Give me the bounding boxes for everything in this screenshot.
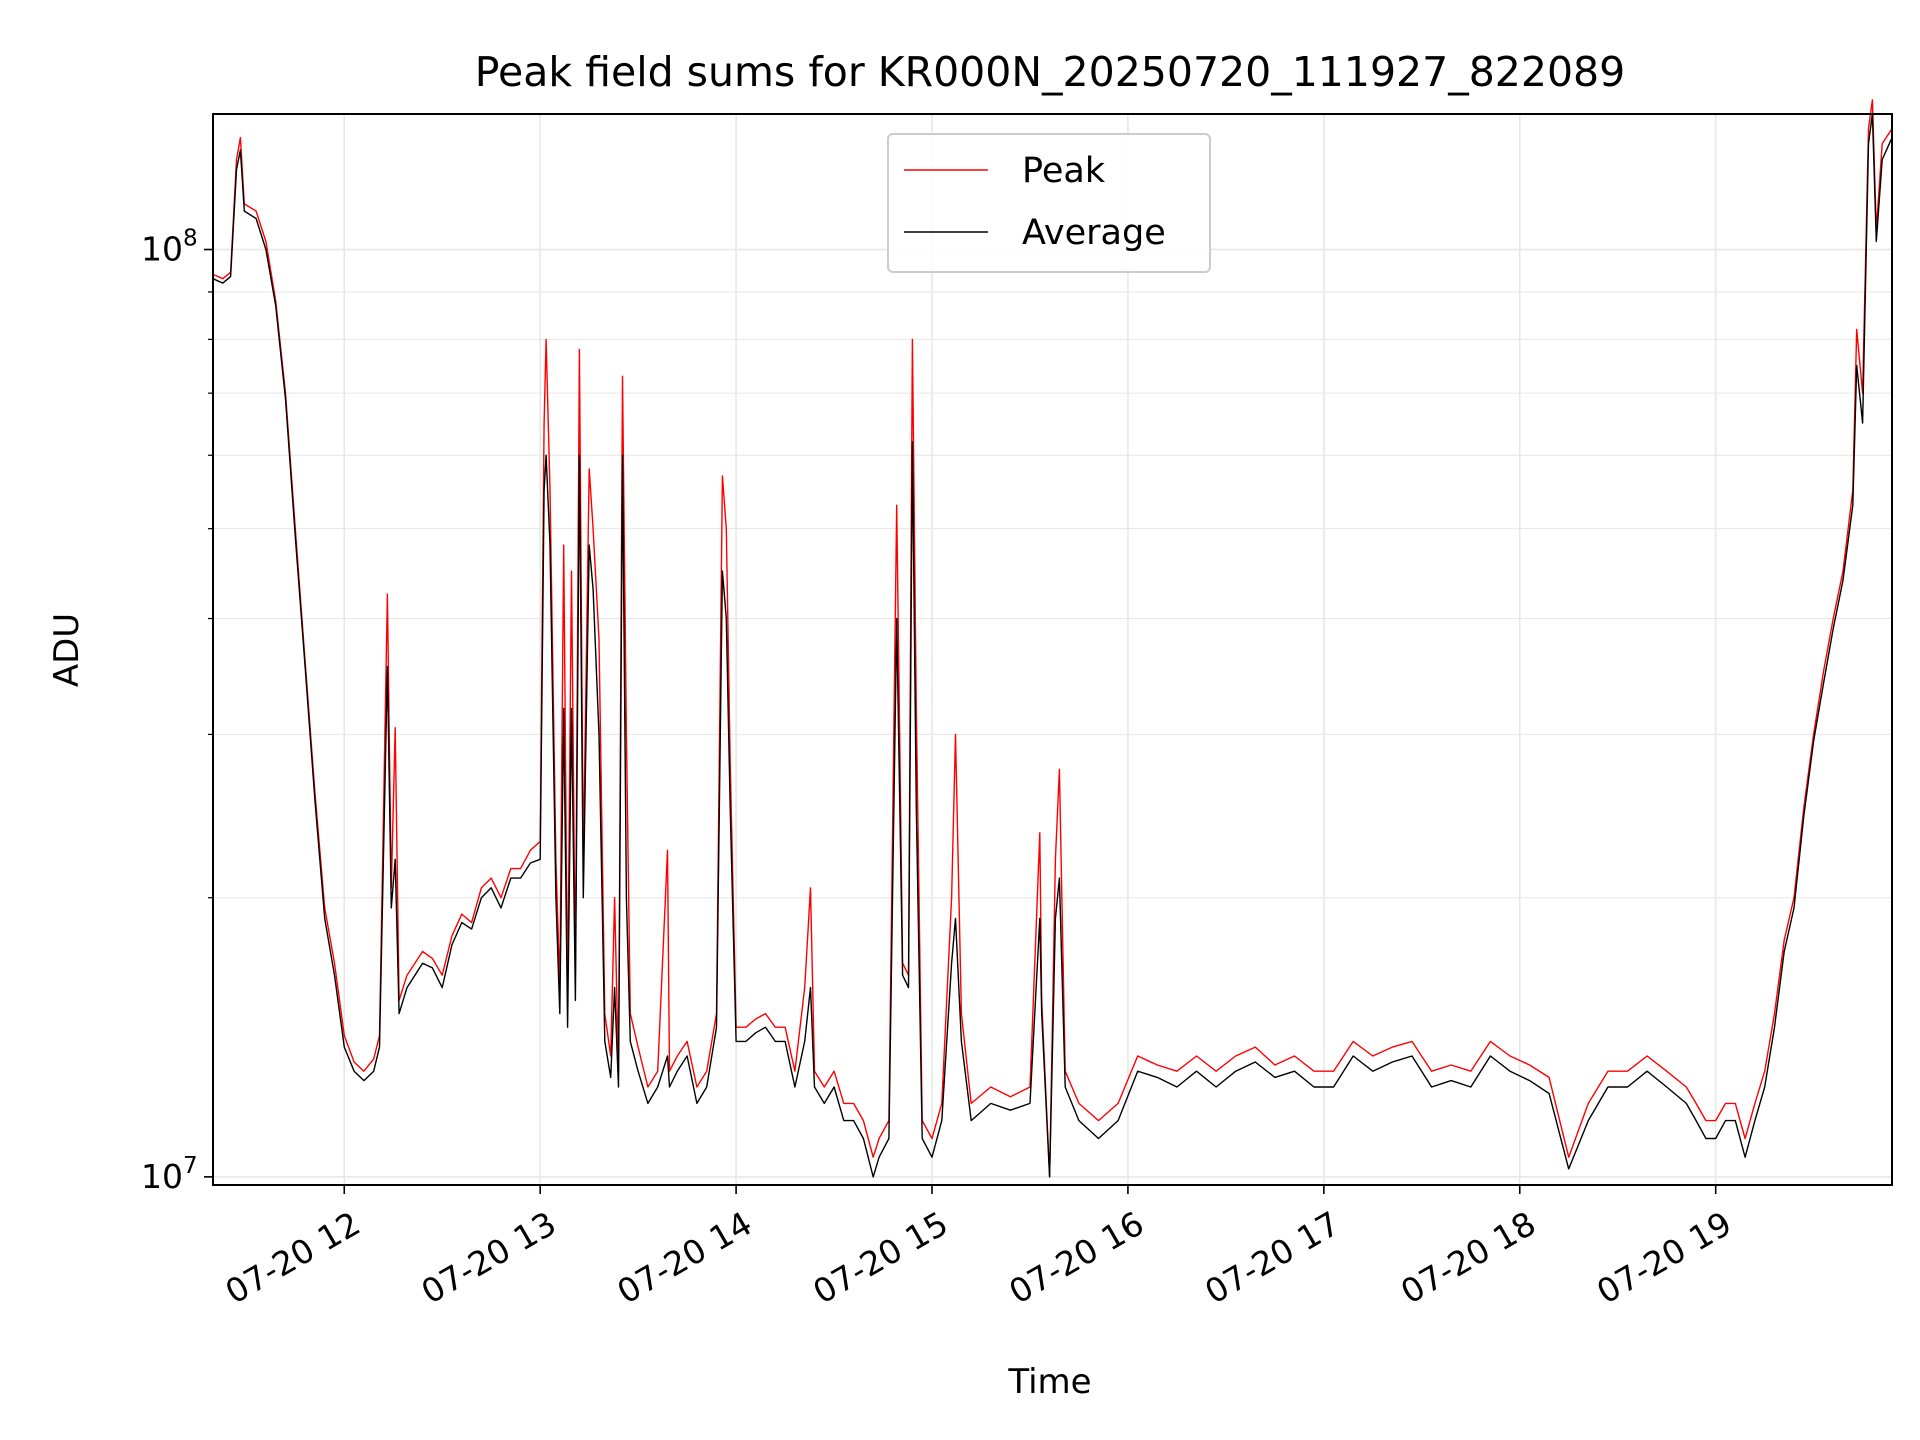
y-tick-label: 10 xyxy=(141,230,183,269)
series-line-peak xyxy=(212,99,1893,1178)
legend-box xyxy=(887,133,1211,273)
legend: Peak Average xyxy=(887,133,1211,273)
y-tick-exponent: 8 xyxy=(183,226,198,252)
x-axis-title: Time xyxy=(1007,1362,1091,1402)
plot-frame xyxy=(212,113,1893,1186)
series-line-average xyxy=(212,113,1893,1178)
legend-label-peak: Peak xyxy=(1022,151,1106,191)
series-layer xyxy=(212,99,1893,1178)
y-tick-base: 10 xyxy=(141,230,183,269)
y-tick-exponent: 7 xyxy=(183,1153,198,1179)
legend-label-average: Average xyxy=(1022,213,1166,253)
grid xyxy=(213,114,1892,1185)
chart-title: Peak field sums for KR000N_20250720_1119… xyxy=(475,48,1625,96)
y-axis-title: ADU xyxy=(47,613,87,687)
y-tick-label: 10 xyxy=(141,1157,183,1196)
y-tick-base: 10 xyxy=(141,1157,183,1196)
